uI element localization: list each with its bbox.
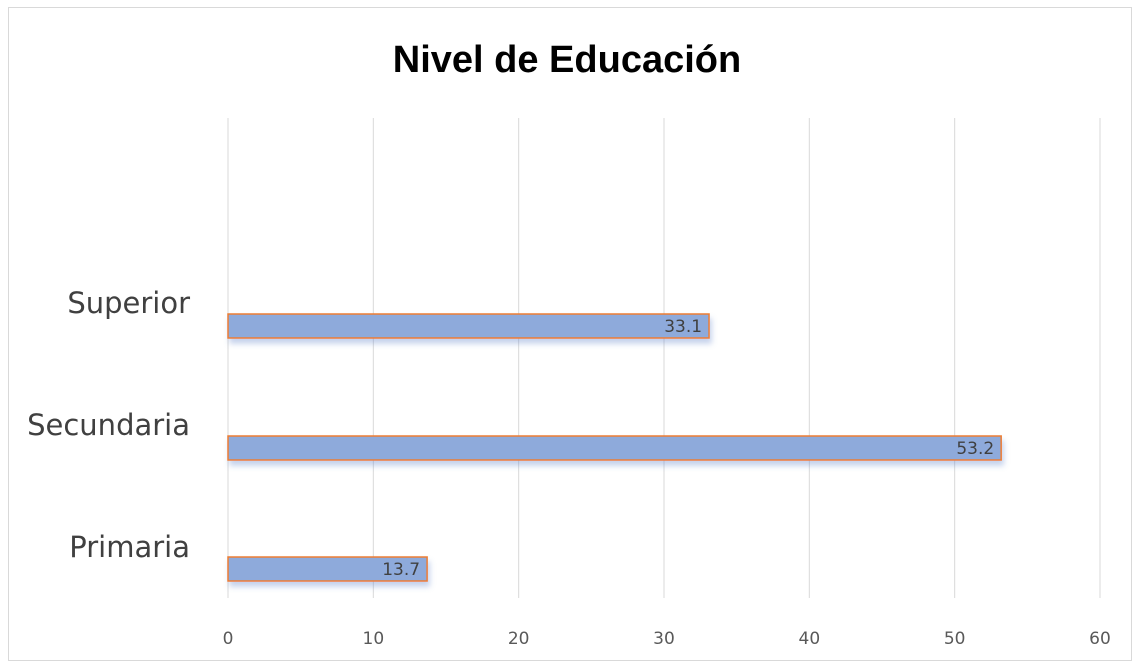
x-tick-label: 60 xyxy=(1089,629,1111,649)
chart-title: Nivel de Educación xyxy=(393,39,741,81)
bar-secundaria xyxy=(227,435,1002,461)
x-tick-label: 0 xyxy=(223,629,234,649)
bar-superior xyxy=(227,313,710,339)
bar-primaria xyxy=(227,556,428,582)
x-tick-label: 30 xyxy=(653,629,675,649)
category-label: Secundaria xyxy=(27,408,190,442)
data-label: 33.1 xyxy=(664,317,702,337)
data-labels: 33.1 53.2 13.7 xyxy=(382,317,994,580)
x-tick-label: 10 xyxy=(363,629,385,649)
bars xyxy=(227,313,1002,582)
data-label: 53.2 xyxy=(956,439,994,459)
gridlines xyxy=(227,118,1101,598)
category-label: Primaria xyxy=(69,530,190,564)
x-tick-label: 40 xyxy=(799,629,821,649)
data-label: 13.7 xyxy=(382,560,420,580)
category-label: Superior xyxy=(67,286,190,320)
x-tick-label: 50 xyxy=(944,629,966,649)
x-tick-label: 20 xyxy=(508,629,530,649)
category-labels: Superior Secundaria Primaria xyxy=(27,286,190,564)
x-axis-ticks: 0 10 20 30 40 50 60 xyxy=(223,629,1111,649)
